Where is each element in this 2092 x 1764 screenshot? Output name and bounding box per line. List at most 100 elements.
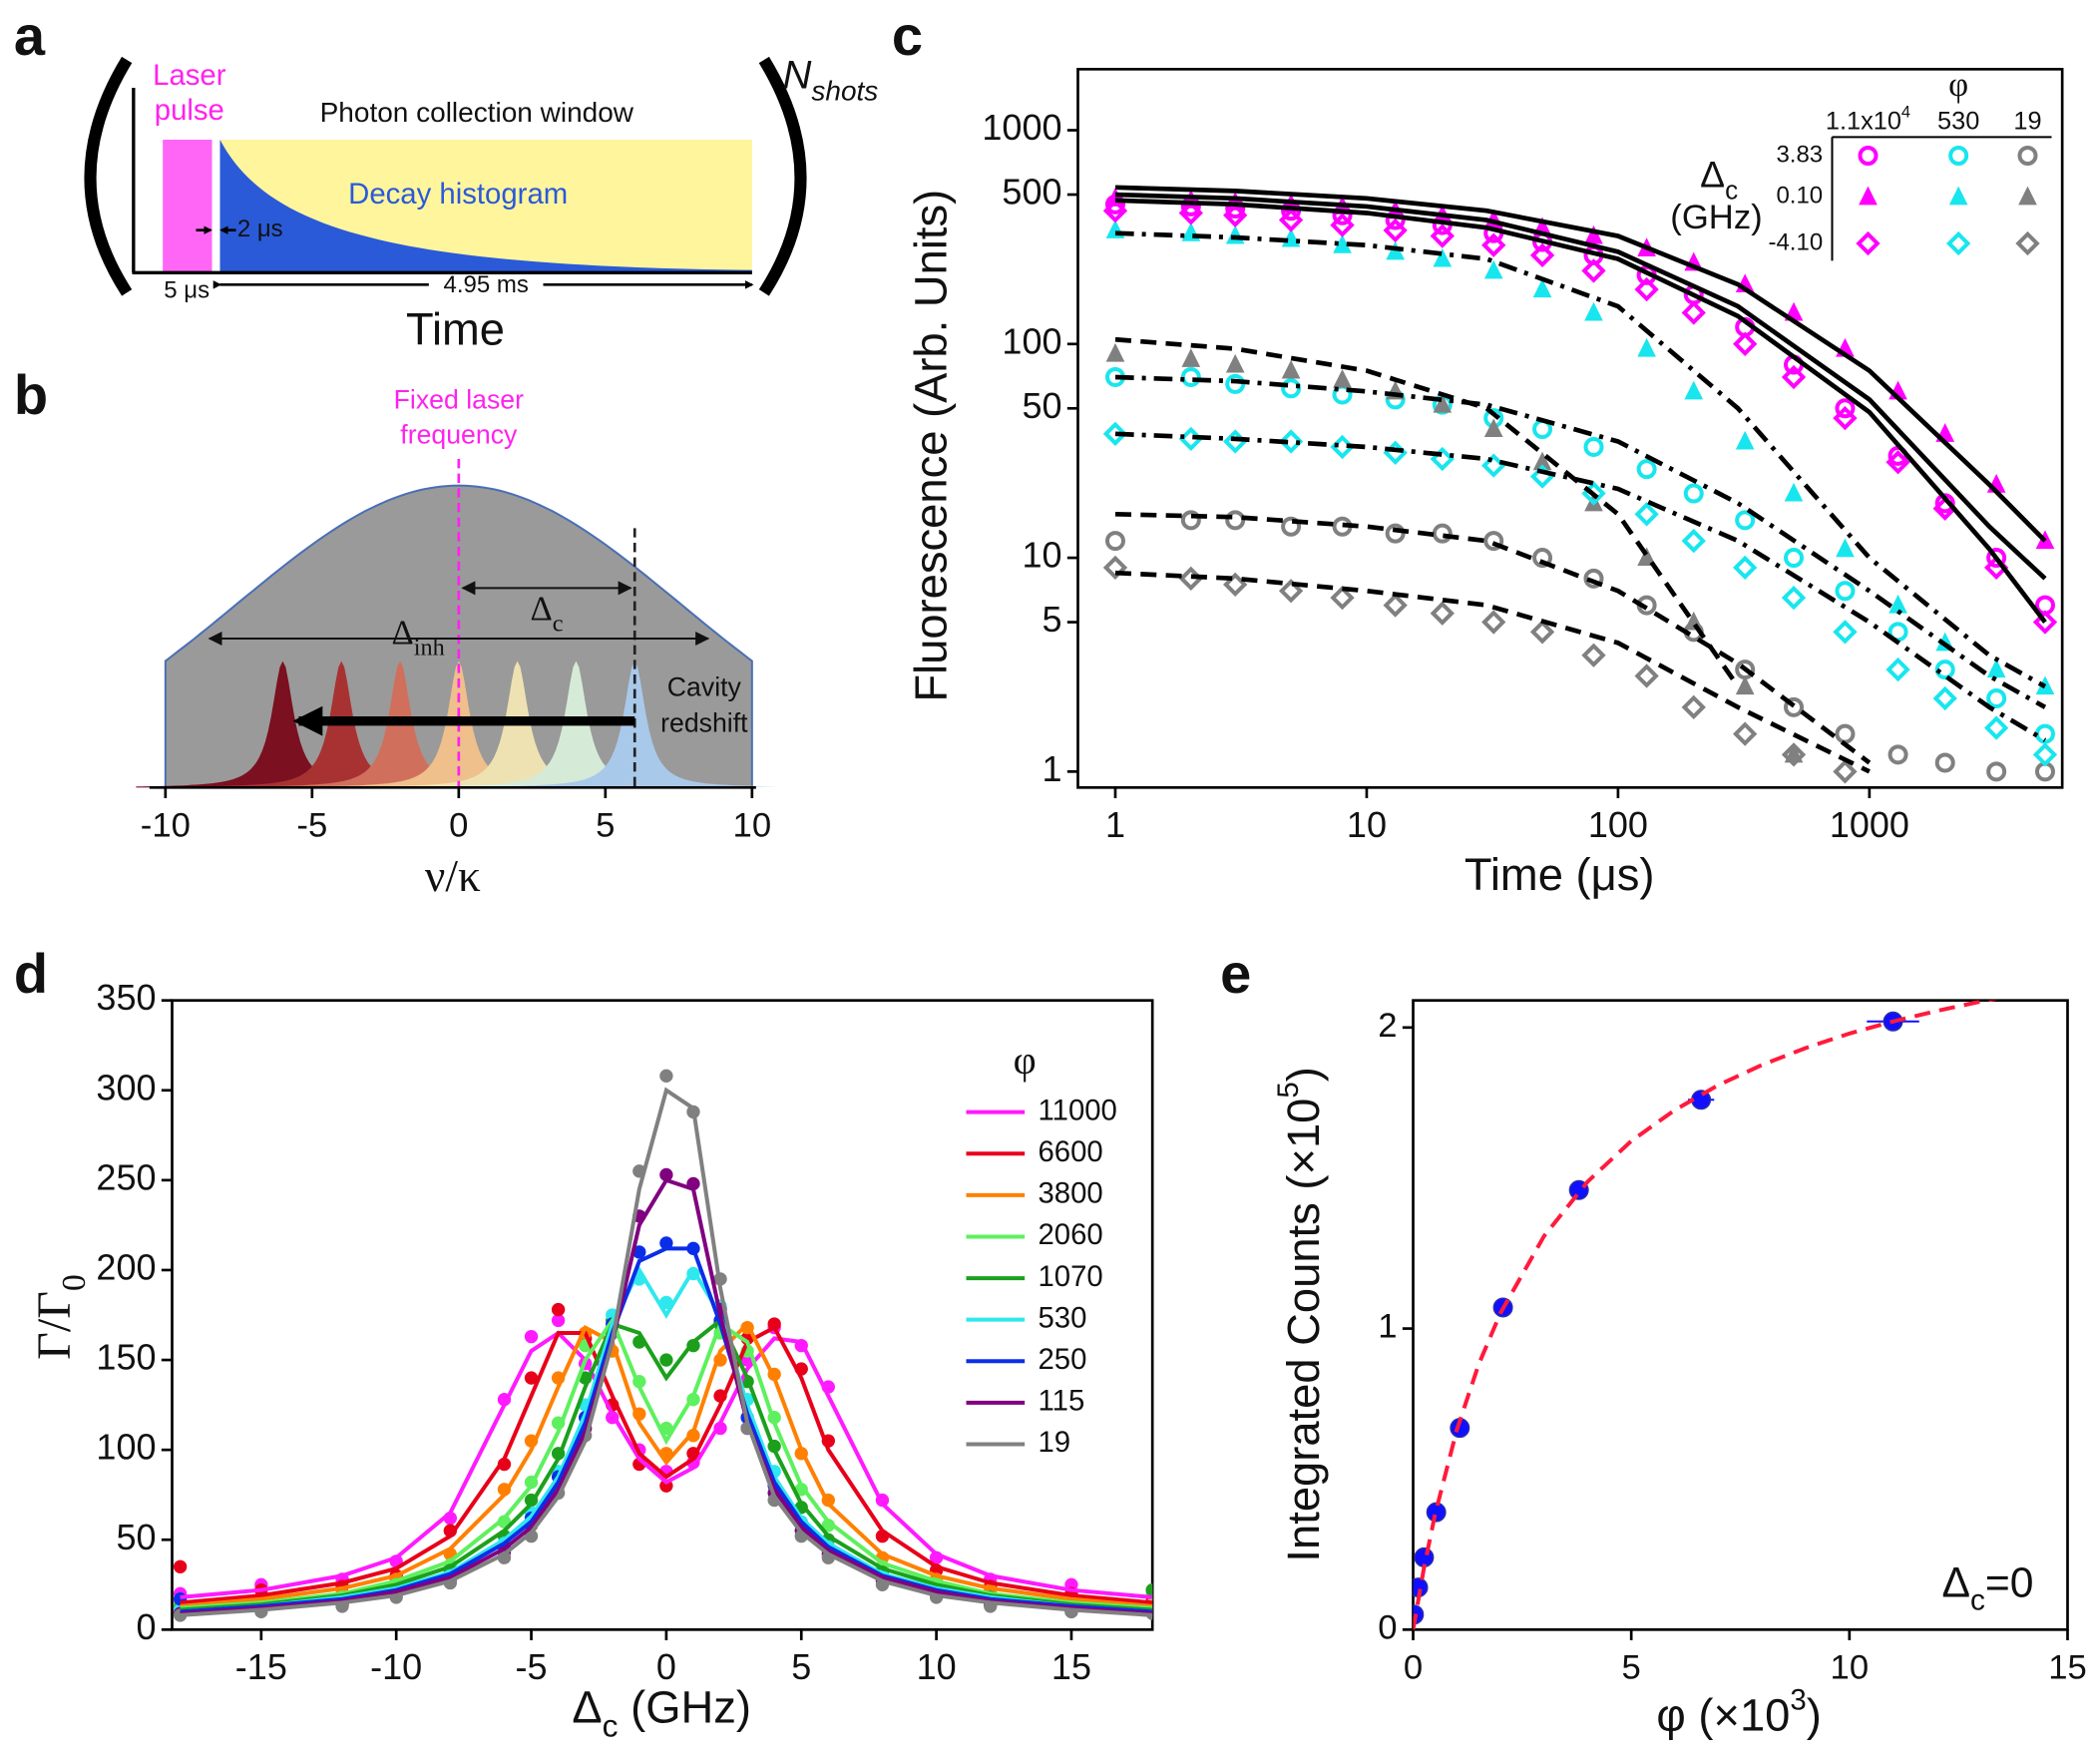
label-part: 5 (1272, 1082, 1305, 1098)
marker (1430, 601, 1455, 626)
marker (1636, 459, 1657, 480)
y-tick-label: 300 (96, 1067, 156, 1107)
y-tick-label: 2 (1378, 1007, 1397, 1045)
fit-line (1114, 374, 2047, 709)
annotation: Δc=0 (1941, 1559, 2033, 1617)
histogram-label: Decay histogram (348, 178, 568, 211)
label-part: ) (1278, 1067, 1329, 1082)
label-part: c (603, 1708, 619, 1744)
label-part: inh (414, 634, 445, 661)
legend-title: φ (1948, 66, 1968, 104)
marker (1483, 531, 1504, 552)
marker (1932, 685, 1957, 711)
marker (1983, 715, 2009, 740)
x-tick-label: -10 (141, 806, 191, 844)
marker (1105, 342, 1125, 362)
data-point (173, 1559, 188, 1573)
exponent: Nshots (783, 53, 879, 106)
x-tick-label: 10 (1831, 1648, 1870, 1686)
marker (2015, 230, 2040, 256)
y-tick-label: 200 (96, 1246, 156, 1287)
marker (1385, 523, 1406, 544)
gap-label: 2 μs (237, 216, 283, 242)
x-tick-label: 5 (791, 1646, 811, 1687)
x-tick-label: 5 (1622, 1648, 1641, 1686)
plot-frame (1412, 999, 2069, 1631)
data-point (686, 1429, 700, 1443)
legend-row-unit: (GHz) (1670, 199, 1762, 236)
x-tick-label: -5 (516, 1646, 548, 1687)
marker (1102, 555, 1128, 581)
marker (1733, 721, 1758, 746)
fit-line (1114, 431, 2047, 743)
panel-label: c (892, 4, 923, 67)
marker (1833, 759, 1858, 784)
x-tick-label: 5 (596, 806, 615, 844)
x-tick-label: -5 (296, 806, 327, 844)
label-part: Δ (1941, 1559, 1970, 1607)
label-part: Δ (1700, 153, 1725, 195)
marker (1986, 548, 2007, 569)
x-axis-label: ν/κ (425, 851, 481, 901)
marker (1684, 380, 1704, 400)
fit-line (180, 1320, 1153, 1608)
plot-frame (171, 999, 1154, 1631)
marker (1735, 430, 1755, 450)
x-axis-label: Time (μs) (1464, 849, 1655, 900)
label-part: c (1725, 175, 1738, 205)
bracket (84, 56, 133, 296)
marker (1178, 201, 1203, 225)
label-part: shots (811, 75, 878, 106)
marker (1948, 146, 1969, 166)
marker (1181, 348, 1201, 367)
laser-label: Laser (153, 59, 226, 92)
data-point (524, 1371, 539, 1385)
label-part: c (553, 610, 564, 637)
laser-label: frequency (400, 419, 518, 449)
marker (1681, 300, 1706, 325)
marker (1733, 555, 1758, 581)
label-part: Γ/Γ (28, 1291, 81, 1360)
label-part: c (1970, 1584, 1985, 1617)
legend-label: 6600 (1039, 1135, 1103, 1168)
marker (1781, 585, 1807, 611)
legend-column: 19 (2013, 107, 2041, 135)
marker (2018, 186, 2037, 206)
marker (1634, 276, 1659, 302)
marker (1281, 516, 1302, 537)
x-tick-label: -15 (235, 1646, 287, 1687)
marker (1529, 242, 1555, 268)
marker (1333, 369, 1352, 388)
marker (1225, 510, 1246, 531)
marker (2032, 742, 2058, 767)
y-tick-label: 100 (96, 1427, 156, 1468)
x-tick-label: 10 (733, 806, 772, 844)
marker (1735, 510, 1756, 531)
data-point (524, 1329, 539, 1344)
marker (1330, 585, 1355, 611)
legend-row: -4.10 (1768, 228, 1823, 255)
x-tick-label: 100 (1588, 804, 1648, 845)
legend-label: 2060 (1039, 1218, 1103, 1251)
label-part: =0 (1985, 1559, 2034, 1607)
y-tick-label: 50 (1022, 385, 1061, 426)
marker (1481, 453, 1506, 478)
marker (1483, 259, 1503, 279)
plot-frame (1076, 68, 2064, 789)
marker (1784, 482, 1804, 502)
legend-label: 250 (1039, 1343, 1087, 1376)
y-axis-label: Fluorescence (Arb. Units) (905, 190, 956, 702)
panel-label: a (14, 4, 46, 67)
cavity-label: Cavity (667, 672, 742, 702)
marker (1225, 353, 1245, 373)
marker (1634, 663, 1659, 688)
marker (1426, 1502, 1447, 1523)
marker (1934, 752, 1955, 773)
legend-label: 1070 (1039, 1260, 1103, 1293)
x-tick-label: 1000 (1830, 804, 1909, 845)
marker (1934, 660, 1955, 680)
label-part: φ (×10 (1656, 1690, 1790, 1741)
fit-line (1114, 570, 1871, 774)
fit-line (1114, 192, 2047, 581)
laser-pulse (163, 140, 212, 273)
